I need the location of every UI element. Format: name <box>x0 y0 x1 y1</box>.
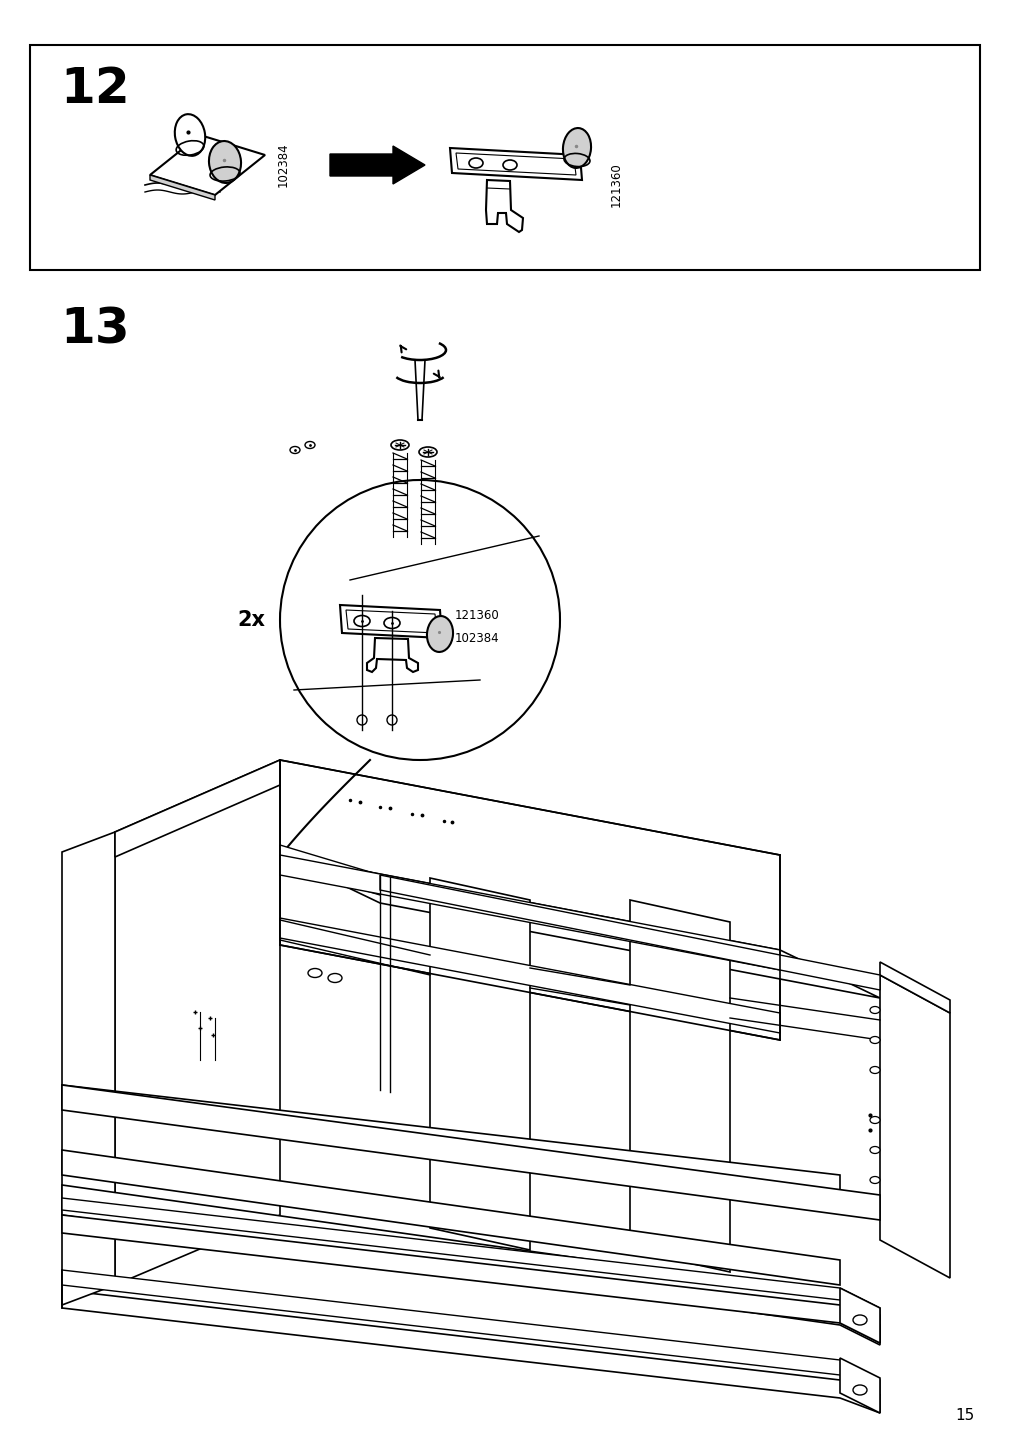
Ellipse shape <box>869 1147 880 1154</box>
Polygon shape <box>839 1358 880 1413</box>
Polygon shape <box>150 135 265 195</box>
Ellipse shape <box>852 1385 866 1395</box>
Circle shape <box>280 480 559 760</box>
Polygon shape <box>62 1290 880 1413</box>
Ellipse shape <box>328 974 342 982</box>
Ellipse shape <box>869 1067 880 1074</box>
Ellipse shape <box>390 440 408 450</box>
Ellipse shape <box>307 968 321 978</box>
Text: 121360: 121360 <box>455 609 499 621</box>
Polygon shape <box>62 1214 880 1343</box>
Polygon shape <box>62 1270 880 1395</box>
Polygon shape <box>62 1085 839 1194</box>
Polygon shape <box>280 918 779 1032</box>
Polygon shape <box>62 1186 880 1345</box>
Ellipse shape <box>562 127 590 168</box>
Ellipse shape <box>304 441 314 448</box>
Ellipse shape <box>468 158 482 168</box>
Bar <box>30 44 979 271</box>
Polygon shape <box>62 1199 880 1320</box>
Polygon shape <box>430 878 530 1250</box>
Text: 121360: 121360 <box>610 163 623 208</box>
Polygon shape <box>62 832 115 1305</box>
Polygon shape <box>880 975 949 1277</box>
Text: 12: 12 <box>60 64 129 113</box>
Ellipse shape <box>869 1117 880 1124</box>
Ellipse shape <box>290 447 299 454</box>
Polygon shape <box>280 855 880 998</box>
Polygon shape <box>150 175 214 200</box>
Circle shape <box>357 715 367 725</box>
Text: 102384: 102384 <box>276 143 289 188</box>
Ellipse shape <box>175 115 205 156</box>
Polygon shape <box>115 760 280 1285</box>
Ellipse shape <box>427 616 453 652</box>
Polygon shape <box>62 1150 839 1285</box>
Polygon shape <box>379 875 880 990</box>
Ellipse shape <box>354 616 370 627</box>
Ellipse shape <box>869 1037 880 1044</box>
Ellipse shape <box>869 1007 880 1014</box>
Polygon shape <box>62 1085 880 1220</box>
Text: 2x: 2x <box>237 610 265 630</box>
Text: 102384: 102384 <box>455 632 499 644</box>
Polygon shape <box>450 147 581 180</box>
Polygon shape <box>115 760 280 856</box>
Ellipse shape <box>208 140 241 183</box>
Polygon shape <box>280 855 779 969</box>
Polygon shape <box>280 760 779 1040</box>
Circle shape <box>386 715 396 725</box>
Text: 13: 13 <box>60 305 129 354</box>
Polygon shape <box>485 180 523 232</box>
Polygon shape <box>880 962 949 1012</box>
Ellipse shape <box>383 617 399 629</box>
Ellipse shape <box>419 447 437 457</box>
Polygon shape <box>280 845 379 895</box>
Ellipse shape <box>869 1177 880 1183</box>
Polygon shape <box>630 899 729 1272</box>
Ellipse shape <box>852 1315 866 1325</box>
Text: 15: 15 <box>954 1408 974 1422</box>
Text: 100347: 100347 <box>447 490 457 533</box>
Ellipse shape <box>502 160 517 170</box>
FancyArrow shape <box>330 146 425 183</box>
Polygon shape <box>340 604 442 639</box>
Polygon shape <box>839 1287 880 1343</box>
Polygon shape <box>367 639 418 672</box>
